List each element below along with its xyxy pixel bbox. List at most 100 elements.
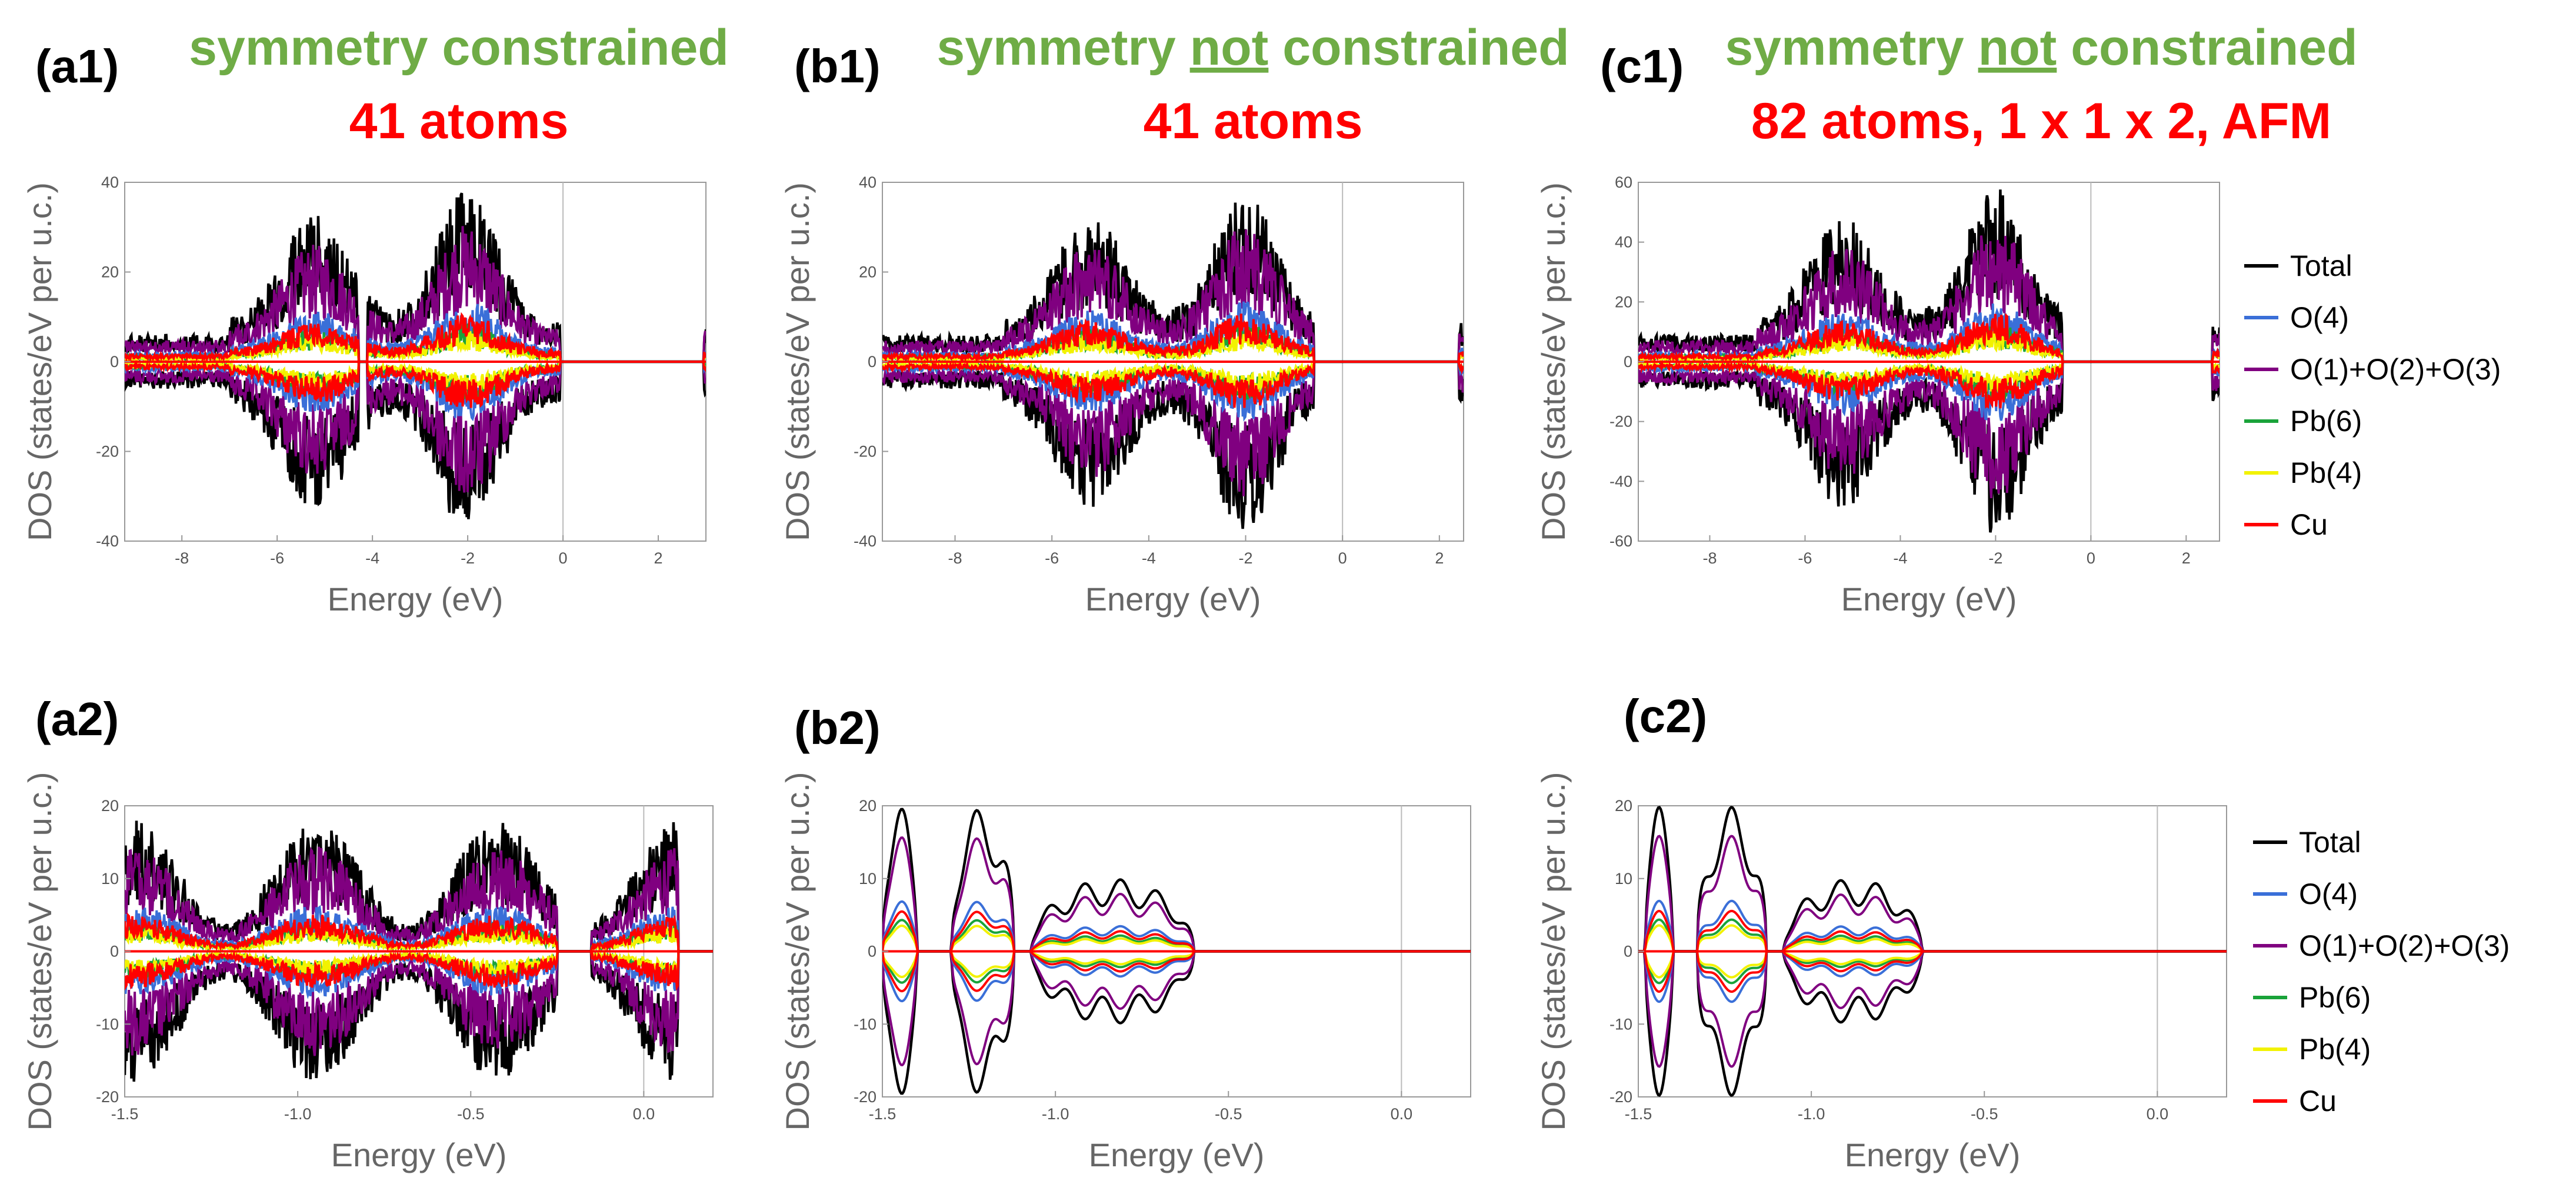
- x-tick-label: -2: [461, 549, 475, 567]
- plot-area-c1: [1638, 189, 2220, 533]
- panel-label-b1: (b1): [794, 40, 881, 92]
- y-tick-label: 40: [1615, 233, 1632, 251]
- y-tick-label: 60: [1615, 174, 1632, 191]
- y-axis-label: DOS (states/eV per u.c.): [21, 772, 58, 1131]
- y-tick-label: 0: [868, 353, 877, 371]
- series-line-o-1-o-2-o-3--down: [125, 950, 713, 1056]
- y-tick-label: -40: [854, 532, 877, 550]
- title-c1-line1: symmetry not constrained: [1725, 19, 2357, 76]
- x-tick-label: 0: [1338, 549, 1347, 567]
- x-tick-label: -0.5: [457, 1105, 485, 1123]
- x-tick-label: 2: [654, 549, 663, 567]
- title-a1-line2: 41 atoms: [349, 93, 569, 149]
- title-c1-line2: 82 atoms, 1 x 1 x 2, AFM: [1751, 93, 2331, 149]
- legend-top: Total O(4) O(1)+O(2)+O(3) Pb(6) Pb(4) Cu: [2244, 249, 2501, 541]
- y-tick-label: -20: [96, 443, 119, 461]
- legend-bottom: Total O(4) O(1)+O(2)+O(3) Pb(6) Pb(4) Cu: [2253, 826, 2510, 1117]
- plot-a2: -20 -10 0 10 20 -1.5 -1.0 -0.5 0.0 Energy (eV) DOS…: [21, 772, 714, 1173]
- panel-label-a2: (a2): [35, 693, 119, 745]
- x-tick-label: -1.5: [869, 1105, 897, 1123]
- y-tick-label: -10: [854, 1015, 877, 1033]
- x-tick-label: -1.0: [1042, 1105, 1069, 1123]
- y-tick-label: 20: [1615, 797, 1632, 815]
- y-tick-label: -60: [1609, 532, 1632, 550]
- legend-label: Pb(6): [2299, 981, 2371, 1014]
- plot-area-c2: [1638, 806, 2227, 1097]
- legend-label: O(4): [2290, 301, 2349, 334]
- panel-label-c1: (c1): [1600, 40, 1684, 92]
- plot-c2: -20 -10 0 10 20 -1.5 -1.0 -0.5 0.0 Energy (eV) DOS…: [1535, 772, 2227, 1173]
- x-tick-label: -4: [1893, 549, 1907, 567]
- series-line-cu-up: [125, 912, 713, 953]
- y-tick-label: 40: [859, 174, 877, 191]
- x-tick-label: -8: [1702, 549, 1717, 567]
- y-axis-label: DOS (states/eV per u.c.): [1535, 182, 1572, 541]
- y-axis-label: DOS (states/eV per u.c.): [1535, 772, 1572, 1131]
- plot-area-a1: [125, 192, 706, 519]
- y-tick-label: 0: [868, 943, 877, 960]
- x-tick-label: 0.0: [1391, 1105, 1413, 1123]
- x-tick-label: 2: [1435, 549, 1444, 567]
- x-tick-label: -6: [1045, 549, 1059, 567]
- y-tick-label: 20: [859, 263, 877, 281]
- underlined-not-b1: not: [1190, 19, 1269, 76]
- legend-label: Cu: [2299, 1085, 2337, 1117]
- x-tick-label: -8: [948, 549, 962, 567]
- x-tick-label: -2: [1238, 549, 1252, 567]
- y-tick-label: 0: [1624, 943, 1632, 960]
- legend-label: O(4): [2299, 878, 2358, 910]
- legend-label: Pb(4): [2290, 456, 2362, 489]
- x-tick-label: -0.5: [1971, 1105, 1998, 1123]
- y-tick-label: 10: [101, 870, 119, 888]
- y-tick-label: -20: [854, 1088, 877, 1106]
- x-tick-label: 0: [2087, 549, 2095, 567]
- y-axis-label: DOS (states/eV per u.c.): [779, 182, 816, 541]
- y-tick-label: 20: [1615, 293, 1632, 311]
- x-tick-label: -6: [1798, 549, 1812, 567]
- underlined-not-c1: not: [1978, 19, 2057, 76]
- x-tick-label: 0.0: [2147, 1105, 2169, 1123]
- x-axis-label: Energy (eV): [1841, 581, 2017, 618]
- y-tick-label: -20: [96, 1088, 119, 1106]
- legend-label: O(1)+O(2)+O(3): [2299, 929, 2510, 962]
- y-tick-label: 0: [110, 353, 119, 371]
- y-tick-label: -10: [1609, 1015, 1632, 1033]
- x-tick-label: -6: [270, 549, 284, 567]
- y-axis-label: DOS (states/eV per u.c.): [21, 182, 58, 541]
- x-tick-label: -2: [1988, 549, 2002, 567]
- legend-label: Pb(4): [2299, 1033, 2371, 1066]
- series-line-cu-down: [125, 950, 713, 991]
- y-tick-label: 10: [1615, 870, 1632, 888]
- title-a1-line1: symmetry constrained: [189, 19, 729, 76]
- x-tick-label: -0.5: [1215, 1105, 1242, 1123]
- legend-label: Total: [2290, 249, 2352, 282]
- x-axis-label: Energy (eV): [1085, 581, 1261, 618]
- y-tick-label: 40: [101, 174, 119, 191]
- x-tick-label: -1.0: [1798, 1105, 1825, 1123]
- y-tick-label: 20: [101, 263, 119, 281]
- legend-label: Total: [2299, 826, 2361, 859]
- title-b1-line2: 41 atoms: [1144, 93, 1363, 149]
- legend-label: Pb(6): [2290, 405, 2362, 438]
- panel-label-a1: (a1): [35, 40, 119, 92]
- title-b1-line1: symmetry not constrained: [937, 19, 1569, 76]
- x-tick-label: -1.0: [284, 1105, 312, 1123]
- x-tick-label: 0.0: [633, 1105, 655, 1123]
- y-tick-label: 0: [1624, 353, 1632, 371]
- legend-label: O(1)+O(2)+O(3): [2290, 353, 2501, 386]
- x-axis-label: Energy (eV): [331, 1136, 507, 1173]
- y-axis-label: DOS (states/eV per u.c.): [779, 772, 816, 1131]
- panel-label-c2: (c2): [1624, 690, 1707, 742]
- panel-label-b2: (b2): [794, 702, 881, 754]
- y-tick-label: -20: [1609, 1088, 1632, 1106]
- series-line-o-1-o-2-o-3--up: [125, 846, 713, 953]
- x-tick-label: 0: [559, 549, 568, 567]
- plot-area-a2: [125, 820, 713, 1082]
- y-tick-label: -10: [96, 1015, 119, 1033]
- y-tick-label: 20: [859, 797, 877, 815]
